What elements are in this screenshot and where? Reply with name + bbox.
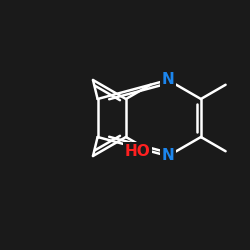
Text: N: N <box>162 72 174 88</box>
Text: HO: HO <box>125 144 150 159</box>
Text: N: N <box>162 148 174 164</box>
